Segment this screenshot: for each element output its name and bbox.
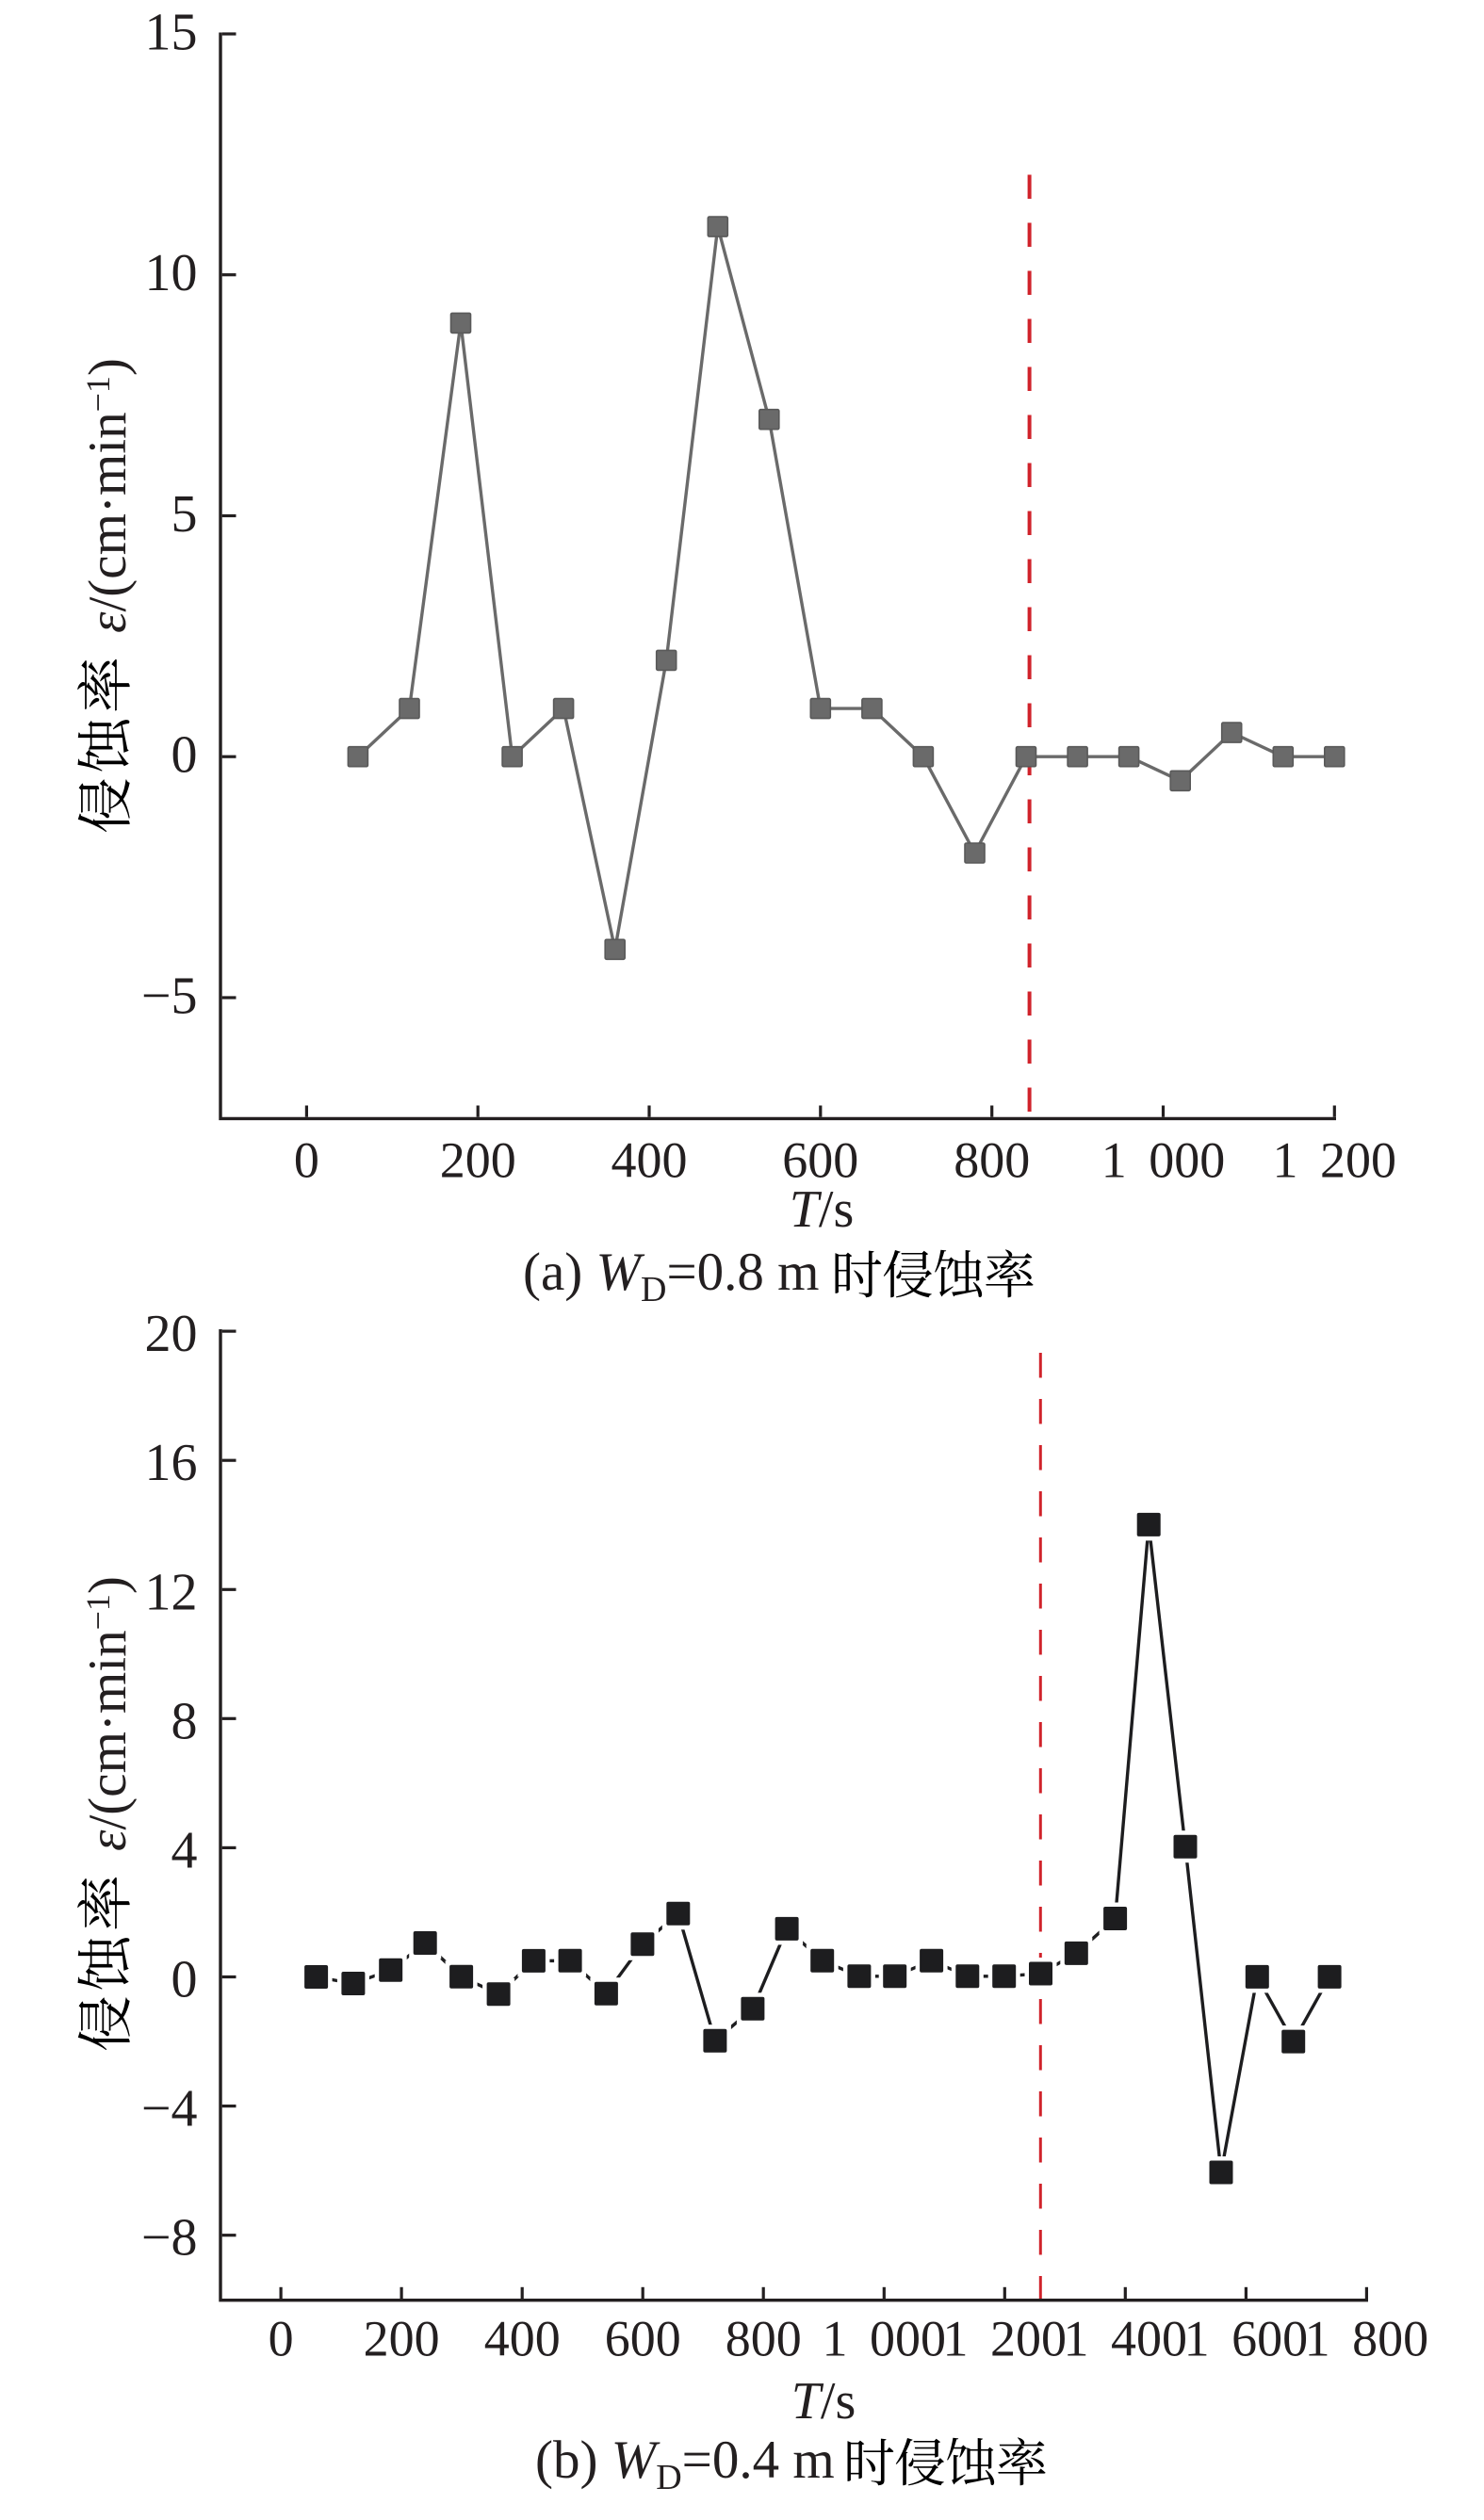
svg-text:200: 200 [440, 1132, 516, 1189]
svg-text:1 200: 1 200 [943, 2311, 1068, 2367]
svg-text:400: 400 [484, 2311, 561, 2367]
svg-text:15: 15 [145, 4, 198, 62]
svg-text:(b) WD=0.4 m: (b) WD=0.4 m [535, 2431, 835, 2497]
svg-text:1 800: 1 800 [1305, 2311, 1429, 2367]
svg-text:16: 16 [145, 1434, 198, 1492]
svg-text:600: 600 [782, 1132, 858, 1189]
svg-text:1 600: 1 600 [1184, 2311, 1309, 2367]
svg-text:20: 20 [145, 1305, 198, 1363]
svg-text:1 000: 1 000 [1101, 1132, 1226, 1189]
svg-text:400: 400 [612, 1132, 688, 1189]
svg-text:10: 10 [145, 244, 198, 302]
svg-text:−4: −4 [141, 2080, 198, 2138]
svg-text:−5: −5 [141, 967, 198, 1026]
svg-text:600: 600 [605, 2311, 681, 2367]
svg-text:8: 8 [171, 1692, 198, 1750]
svg-text:1 000: 1 000 [823, 2311, 947, 2367]
svg-text:0: 0 [171, 726, 198, 785]
svg-text:12: 12 [145, 1563, 198, 1621]
svg-text:5: 5 [171, 485, 198, 544]
svg-text:T/s: T/s [791, 2372, 856, 2431]
svg-text:1 400: 1 400 [1064, 2311, 1188, 2367]
svg-text:0: 0 [294, 1132, 319, 1189]
svg-text:(a) WD=0.8 m: (a) WD=0.8 m [523, 1243, 819, 1309]
svg-text:200: 200 [364, 2311, 440, 2367]
svg-text:4: 4 [171, 1821, 198, 1879]
svg-text:800: 800 [726, 2311, 802, 2367]
svg-text:0: 0 [171, 1951, 198, 2009]
svg-text:1 200: 1 200 [1273, 1132, 1397, 1189]
svg-text:800: 800 [954, 1132, 1030, 1189]
svg-text:0: 0 [269, 2311, 294, 2367]
svg-text:T/s: T/s [790, 1180, 855, 1239]
svg-text:−8: −8 [141, 2209, 198, 2268]
